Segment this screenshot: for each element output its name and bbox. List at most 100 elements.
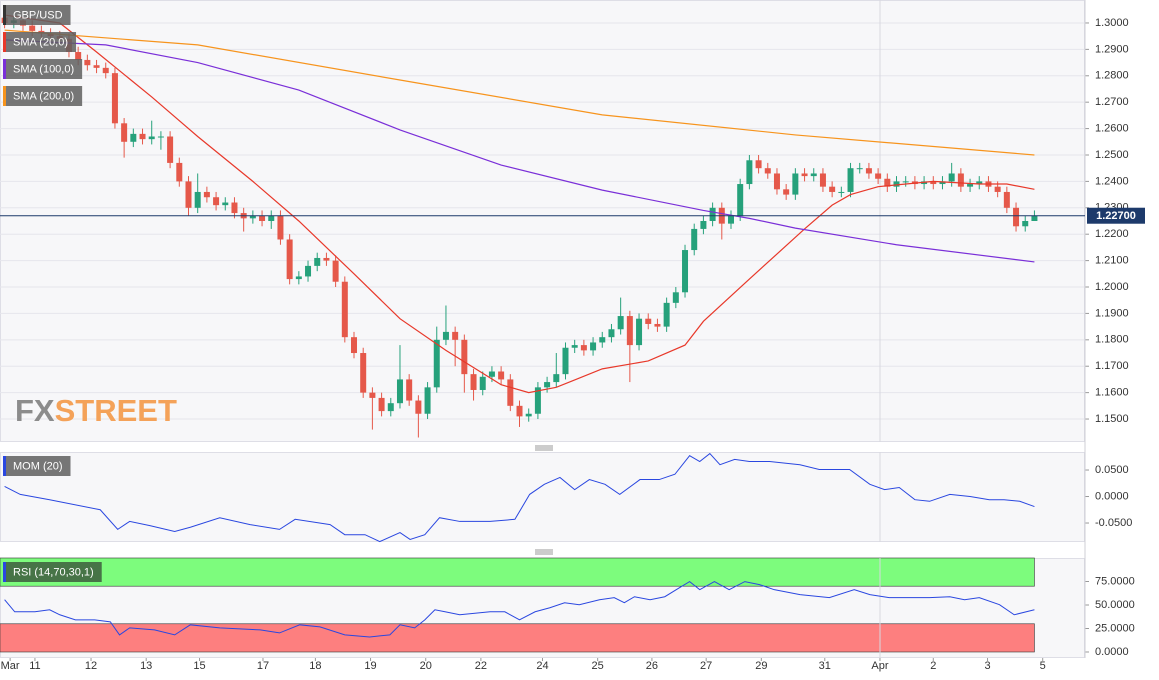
legend-box	[3, 456, 71, 476]
candle-body	[378, 397, 385, 412]
x-tick-label: 18	[309, 660, 321, 672]
candle-body	[167, 136, 174, 163]
candle-body	[654, 323, 661, 327]
candle-body	[157, 136, 164, 138]
candle-body	[332, 260, 339, 282]
candle-body	[746, 160, 753, 185]
y-tick-label: 0.0000	[1095, 646, 1129, 658]
candle-body	[213, 197, 220, 206]
candle-body	[433, 339, 440, 388]
candle-body	[994, 186, 1001, 192]
candle-body	[957, 173, 964, 187]
candle-body	[884, 178, 891, 187]
candle-body	[727, 215, 734, 224]
candle-body	[479, 376, 486, 390]
sma-line	[4, 29, 1035, 156]
rsi-band	[0, 557, 1035, 587]
y-tick-label: 1.2400	[1095, 175, 1129, 187]
candle-body	[755, 160, 762, 169]
y-tick-label: 1.3000	[1095, 17, 1129, 29]
candle-body	[488, 371, 495, 377]
candle-body	[93, 65, 100, 68]
candle-body	[121, 123, 128, 142]
candle-body	[773, 173, 780, 190]
candle-body	[203, 191, 210, 198]
indicator-line	[4, 580, 1035, 638]
x-tick-label: 22	[475, 660, 487, 672]
legend-swatch	[3, 86, 6, 106]
legend-box	[3, 5, 71, 25]
candle-body	[838, 191, 845, 193]
y-tick-label: 1.1900	[1095, 307, 1129, 319]
legend-box	[3, 86, 83, 106]
candle-body	[1031, 215, 1038, 221]
candle-body	[829, 186, 836, 192]
x-tick-label: 27	[700, 660, 712, 672]
candle-body	[415, 400, 422, 414]
x-tick-label: 3	[984, 660, 990, 672]
panel-background	[0, 452, 1085, 542]
panel-splitter[interactable]	[535, 445, 553, 451]
x-tick-label: 17	[257, 660, 269, 672]
candle-body	[562, 347, 569, 375]
x-tick-label: 19	[364, 660, 376, 672]
x-tick-label: 29	[755, 660, 767, 672]
candle-body	[341, 281, 348, 338]
panel-splitter[interactable]	[535, 549, 553, 555]
rsi-band	[0, 623, 1035, 653]
candle-body	[139, 133, 146, 140]
candle-body	[682, 250, 689, 293]
candle-body	[470, 374, 477, 390]
candle-body	[525, 413, 532, 417]
candle-body	[249, 215, 256, 219]
candle-body	[590, 342, 597, 351]
candle-body	[1013, 207, 1020, 227]
legend-swatch	[3, 456, 6, 476]
candle-body	[599, 337, 606, 343]
legend-label: SMA (20,0)	[13, 36, 68, 48]
candle-body	[617, 316, 624, 330]
candle-body	[130, 133, 137, 142]
x-tick-label: 11	[29, 660, 40, 672]
candle-body	[534, 387, 541, 414]
candle-body	[351, 337, 358, 354]
candle-body	[626, 316, 633, 346]
candle-body	[507, 379, 514, 406]
legend-box	[3, 59, 83, 79]
watermark-street: STREET	[55, 393, 177, 428]
candle-body	[580, 345, 587, 351]
x-tick-label: 5	[1040, 660, 1046, 672]
candle-body	[700, 221, 707, 229]
candle-body	[277, 215, 284, 240]
watermark: FXSTREET	[15, 393, 177, 428]
candle-body	[544, 382, 551, 388]
candle-body	[369, 392, 376, 398]
candle-body	[259, 215, 266, 221]
candle-body	[360, 353, 367, 393]
y-tick-label: 1.1800	[1095, 334, 1129, 346]
legend-label: GBP/USD	[13, 9, 63, 21]
candle-body	[875, 173, 882, 179]
last-price-label: 1.22700	[1096, 210, 1136, 222]
grid: 1.3000 1.2900 1.2800 1.2700 1.2600 1.2500 1.24…	[0, 0, 1135, 672]
y-tick-label: 1.2200	[1095, 228, 1129, 240]
legend-label: SMA (100,0)	[13, 63, 74, 75]
candle-body	[442, 331, 449, 340]
candle-body	[939, 181, 946, 185]
sma-line	[4, 14, 1035, 394]
candle-body	[222, 202, 229, 206]
candle-body	[29, 25, 36, 31]
candle-body	[553, 374, 560, 383]
x-tick-label: Apr	[871, 660, 888, 672]
overlays: 1.22700 GBP/USD SMA (20,0) SMA (100,0) SMA (…	[0, 5, 1145, 582]
candle-body	[268, 215, 275, 221]
candle-body	[645, 318, 652, 324]
candle-body	[902, 181, 909, 183]
legend-box	[3, 562, 102, 582]
candle-body	[406, 379, 413, 401]
y-tick-label: -0.0500	[1095, 517, 1132, 529]
legend-swatch	[3, 5, 6, 25]
legend-swatch	[3, 59, 6, 79]
y-tick-label: 1.1700	[1095, 360, 1129, 372]
candle-body	[801, 173, 808, 177]
